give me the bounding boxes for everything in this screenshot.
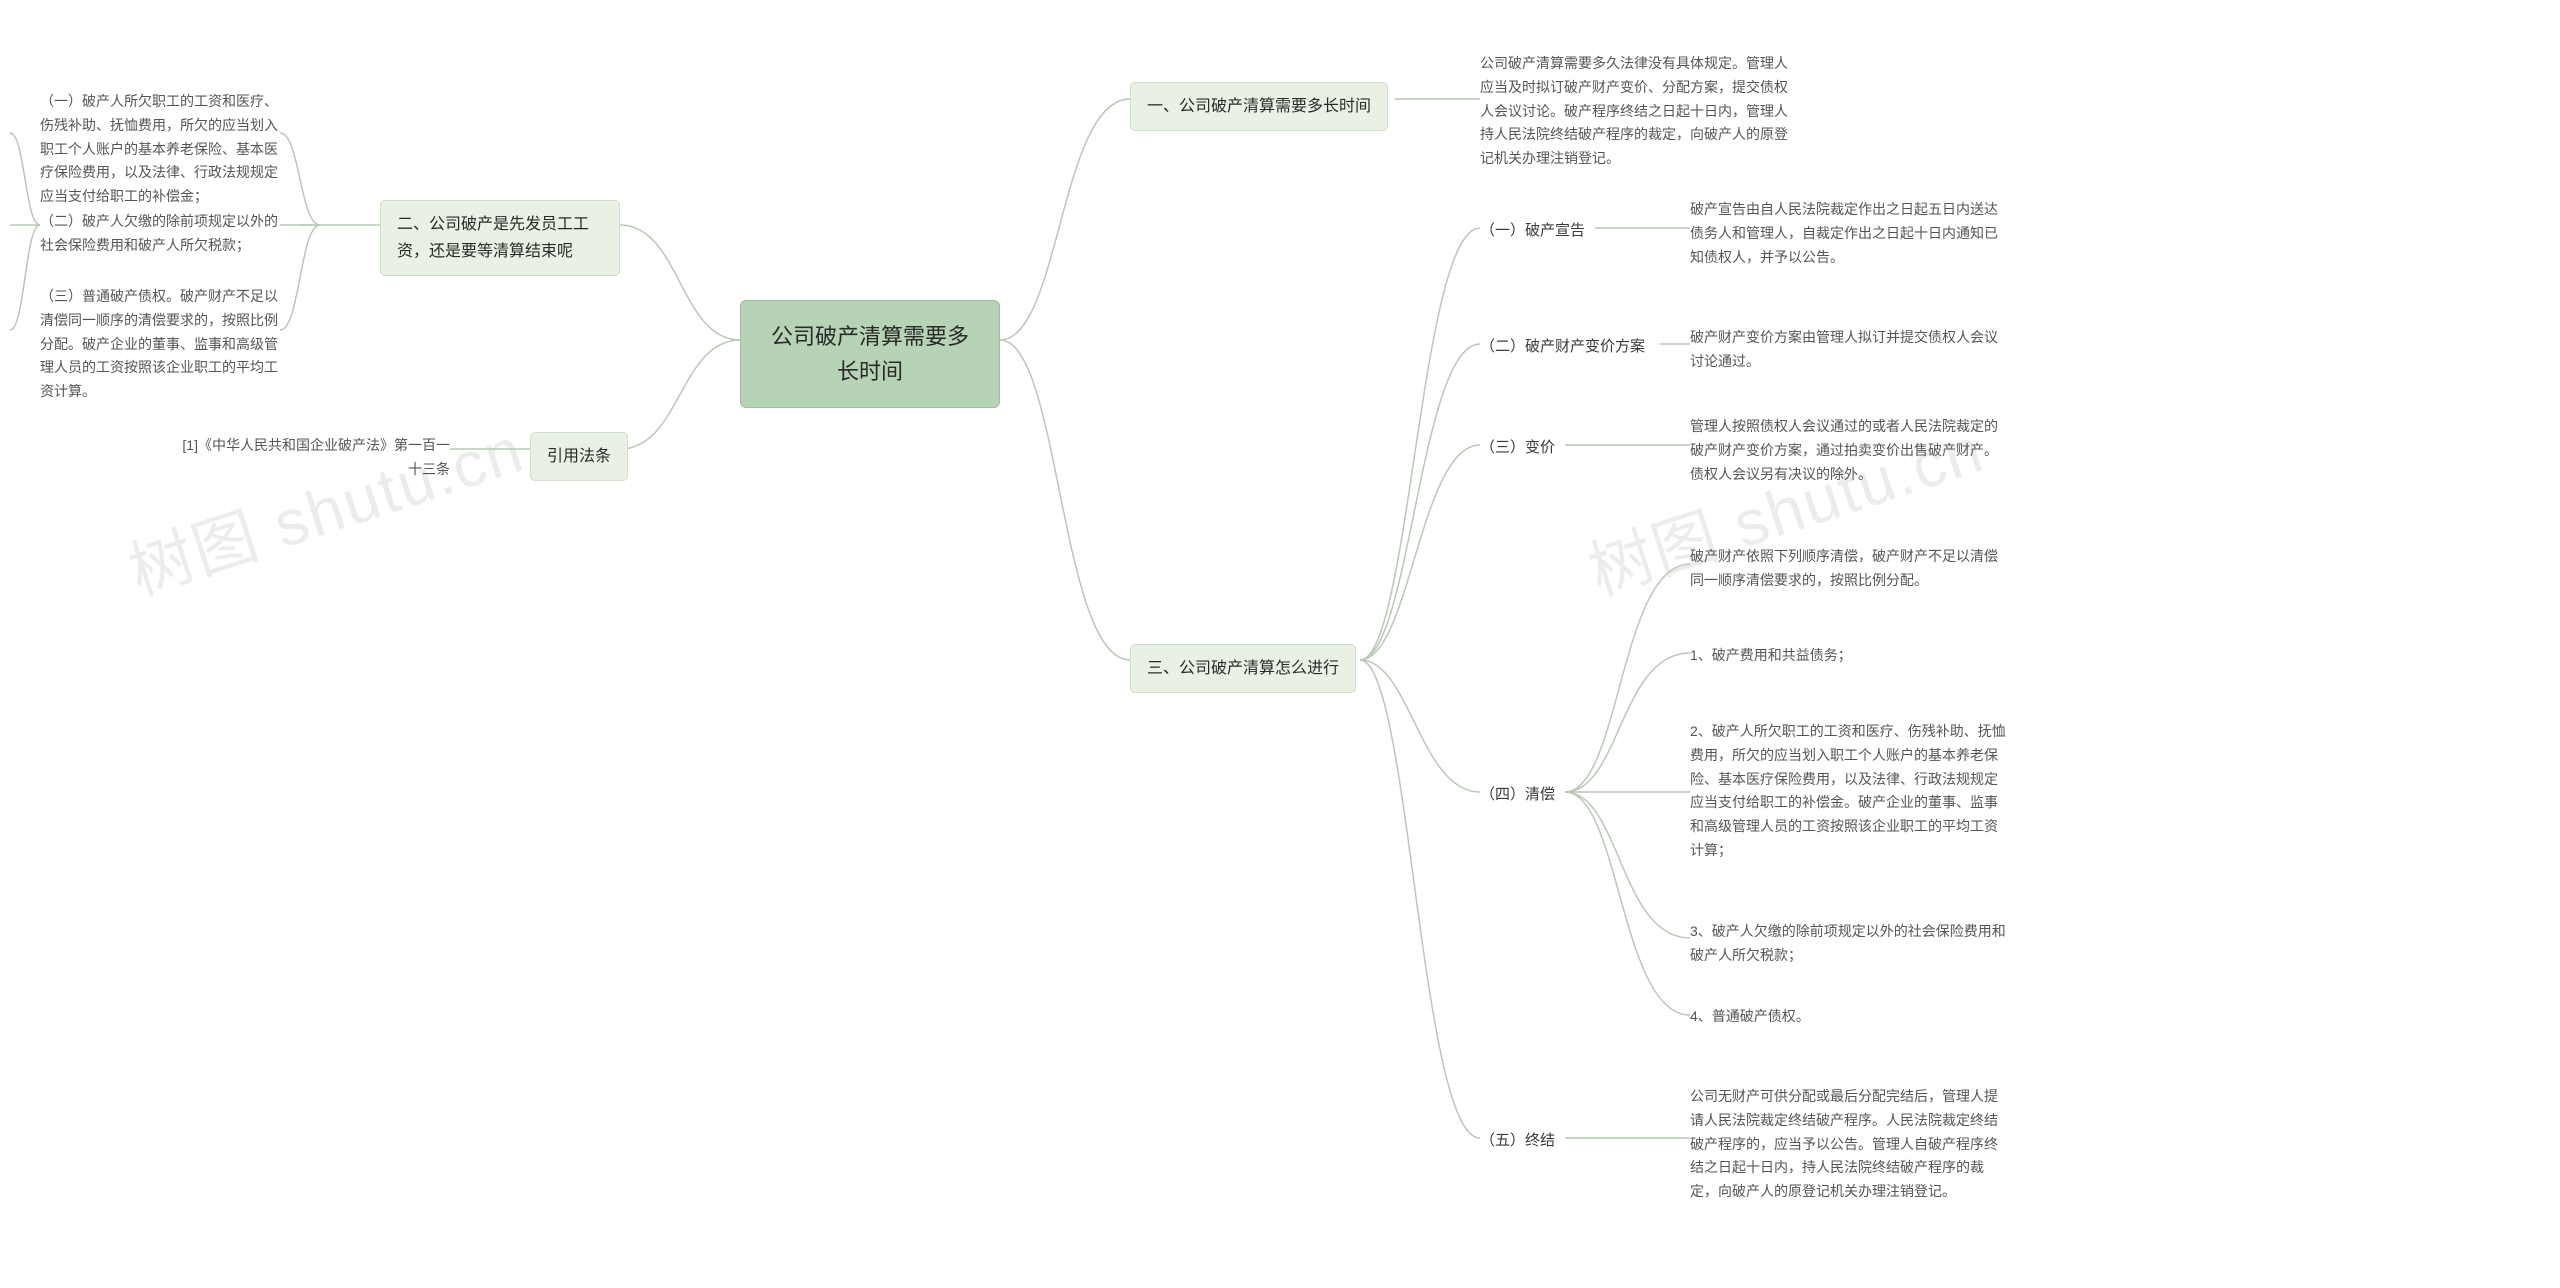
leaf-salary-2: （二）破产人欠缴的除前项规定以外的社会保险费用和破产人所欠税款； (40, 210, 285, 258)
leaf-salary-3: （三）普通破产债权。破产财产不足以清偿同一顺序的清偿要求的，按照比例分配。破产企… (40, 285, 285, 404)
leaf-valuation: 破产财产变价方案由管理人拟订并提交债权人会议讨论通过。 (1690, 326, 2010, 374)
leaf-repay-1: 1、破产费用和共益债务； (1690, 644, 1852, 668)
leaf-time-desc: 公司破产清算需要多久法律没有具体规定。管理人应当及时拟订破产财产变价、分配方案，… (1480, 52, 1790, 171)
leaf-salary-1: （一）破产人所欠职工的工资和医疗、伤残补助、抚恤费用，所欠的应当划入职工个人账户… (40, 90, 285, 209)
branch-label: 一、公司破产清算需要多长时间 (1147, 98, 1371, 115)
branch-law-ref: 引用法条 (530, 432, 628, 481)
leaf-law-ref: [1]《中华人民共和国企业破产法》第一百一十三条 (170, 434, 450, 482)
root-node: 公司破产清算需要多长时间 (740, 300, 1000, 408)
branch-salary: 二、公司破产是先发员工工资，还是要等清算结束呢 (380, 200, 620, 276)
leaf-price: 管理人按照债权人会议通过的或者人民法院裁定的破产财产变价方案，通过拍卖变价出售破… (1690, 415, 2010, 486)
sub-declare: （一）破产宣告 (1480, 218, 1585, 244)
sub-terminate: （五）终结 (1480, 1128, 1555, 1154)
leaf-repay-intro: 破产财产依照下列顺序清偿，破产财产不足以清偿同一顺序清偿要求的，按照比例分配。 (1690, 545, 2010, 593)
leaf-repay-4: 4、普通破产债权。 (1690, 1005, 1810, 1029)
branch-process: 三、公司破产清算怎么进行 (1130, 644, 1356, 693)
leaf-repay-3: 3、破产人欠缴的除前项规定以外的社会保险费用和破产人所欠税款； (1690, 920, 2010, 968)
branch-time: 一、公司破产清算需要多长时间 (1130, 82, 1388, 131)
leaf-terminate: 公司无财产可供分配或最后分配完结后，管理人提请人民法院裁定终结破产程序。人民法院… (1690, 1085, 2010, 1204)
sub-valuation: （二）破产财产变价方案 (1480, 334, 1645, 360)
root-label: 公司破产清算需要多长时间 (771, 324, 969, 384)
watermark: 树图 shutu.cn (116, 399, 534, 613)
sub-repay: （四）清偿 (1480, 782, 1555, 808)
branch-label: 三、公司破产清算怎么进行 (1147, 660, 1339, 677)
leaf-declare: 破产宣告由自人民法院裁定作出之日起五日内送达债务人和管理人，自裁定作出之日起十日… (1690, 198, 2010, 269)
branch-label: 二、公司破产是先发员工工资，还是要等清算结束呢 (397, 216, 589, 260)
branch-label: 引用法条 (547, 448, 611, 465)
sub-price: （三）变价 (1480, 435, 1555, 461)
leaf-repay-2: 2、破产人所欠职工的工资和医疗、伤残补助、抚恤费用，所欠的应当划入职工个人账户的… (1690, 720, 2010, 863)
